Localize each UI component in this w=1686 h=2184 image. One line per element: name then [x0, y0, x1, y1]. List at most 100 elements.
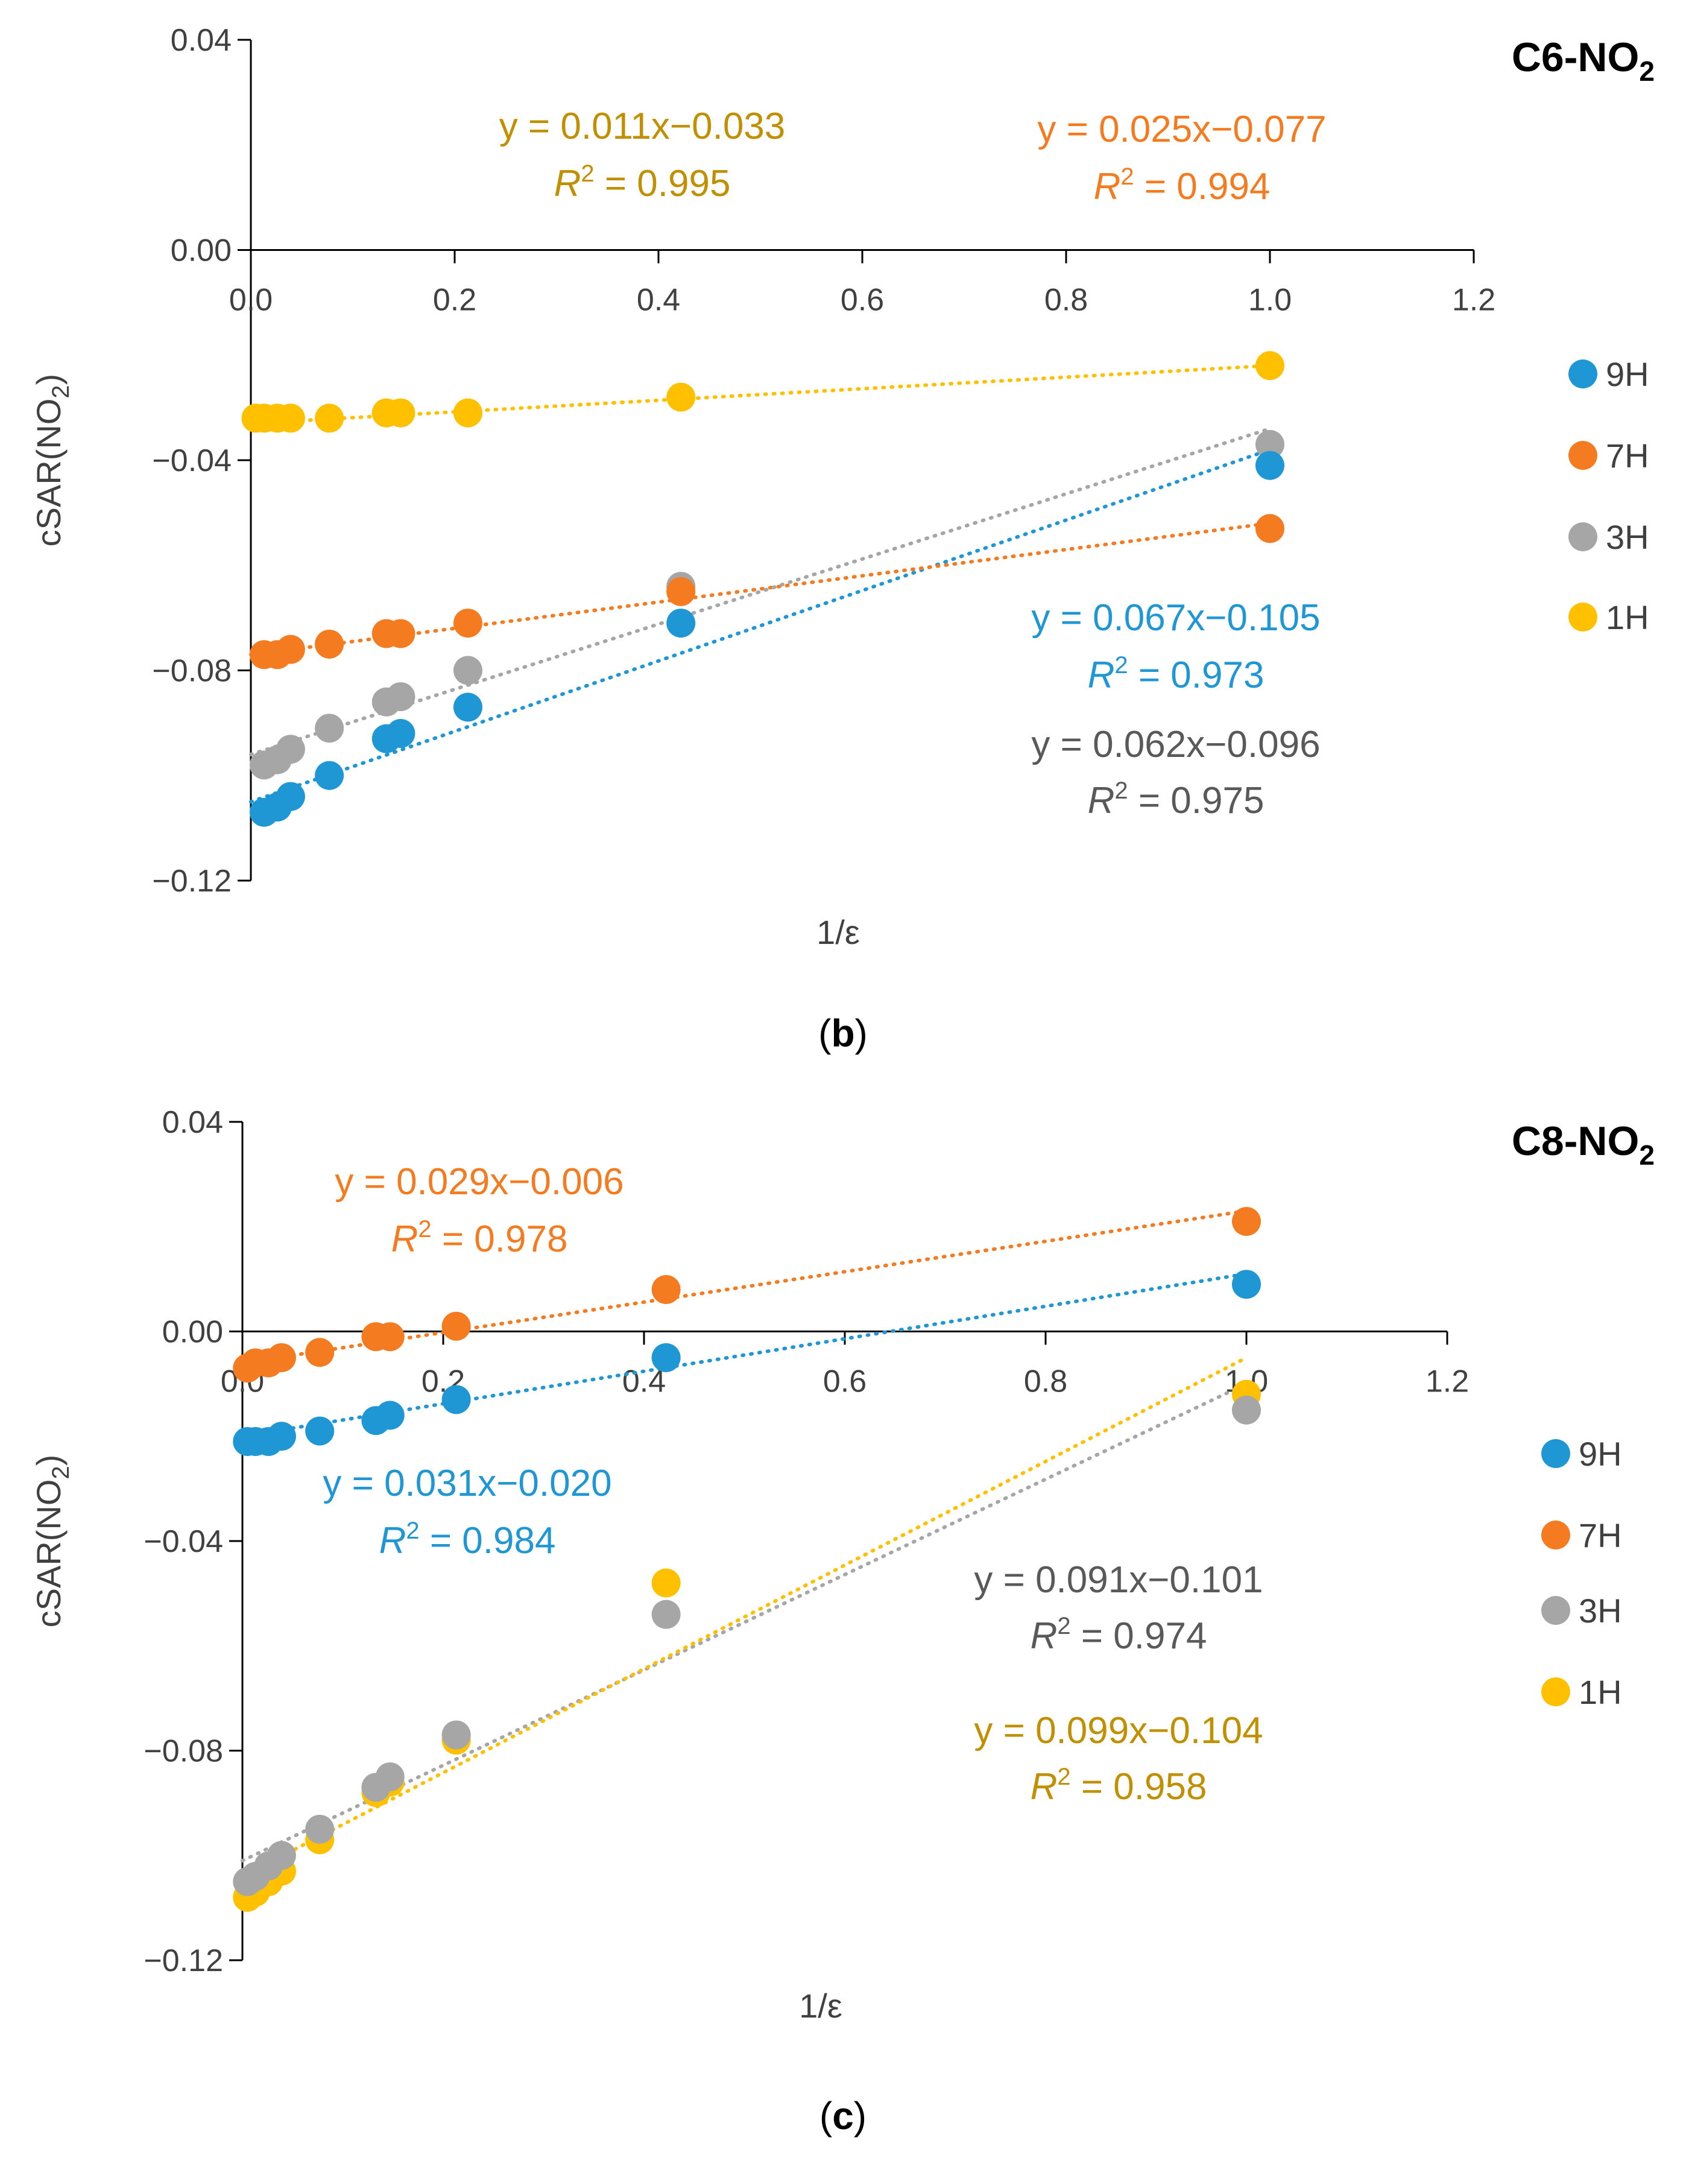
- point-7H: [386, 619, 415, 648]
- r-squared-7H: R2 = 0.994: [1094, 163, 1271, 207]
- point-7H: [276, 635, 305, 664]
- point-3H: [1232, 1395, 1261, 1425]
- x-tick-label: 0.6: [823, 1364, 867, 1399]
- trendline-7H: [241, 1209, 1248, 1365]
- point-9H: [1232, 1270, 1261, 1299]
- trendline-1H: [249, 364, 1272, 426]
- point-7H: [441, 1311, 471, 1341]
- legend-label-1H: 1H: [1579, 1673, 1622, 1711]
- legend-label-9H: 9H: [1579, 1435, 1622, 1473]
- legend-label-9H: 9H: [1606, 355, 1649, 393]
- point-1H: [1255, 351, 1284, 381]
- legend-marker-7H: [1568, 441, 1597, 470]
- legend-marker-1H: [1568, 603, 1597, 631]
- equation-9H: y = 0.067x−0.105: [1031, 597, 1320, 639]
- equation-3H: y = 0.091x−0.101: [974, 1559, 1263, 1601]
- point-3H: [651, 1600, 681, 1629]
- x-tick-label: 1.2: [1452, 283, 1495, 318]
- y-tick-label: 0.04: [171, 23, 232, 58]
- point-7H: [267, 1343, 296, 1372]
- point-9H: [666, 609, 696, 638]
- equation-1H: y = 0.011x−0.033: [499, 106, 786, 147]
- x-tick-label: 1.0: [1248, 283, 1292, 318]
- r-squared-1H: R2 = 0.958: [1031, 1764, 1207, 1808]
- point-1H: [666, 382, 696, 412]
- equation-7H: y = 0.025x−0.077: [1037, 109, 1326, 150]
- legend-marker-1H: [1541, 1677, 1570, 1706]
- x-tick-label: 0.6: [841, 283, 884, 318]
- trendline-1H: [241, 1355, 1248, 1878]
- y-tick-label: −0.04: [152, 443, 232, 478]
- point-3H: [276, 735, 305, 764]
- equation-1H: y = 0.099x−0.104: [974, 1710, 1263, 1752]
- panel-caption: (c): [819, 2094, 867, 2138]
- legend-marker-9H: [1568, 359, 1597, 388]
- point-3H: [386, 682, 415, 712]
- x-tick-label: 0.8: [1044, 283, 1088, 318]
- point-1H: [315, 404, 344, 433]
- point-9H: [453, 692, 482, 722]
- y-tick-label: −0.04: [144, 1524, 223, 1559]
- chart-panel-b: 0.04 0.00 −0.04 −0.08 −0.12 0.0 0.2 0.4 0.6 0.8 1.…: [30, 23, 1655, 1055]
- y-tick-label: −0.08: [144, 1734, 223, 1769]
- r-squared-3H: R2 = 0.974: [1031, 1613, 1207, 1657]
- point-9H: [651, 1343, 681, 1372]
- point-9H: [267, 1422, 296, 1451]
- x-axis-label: 1/ε: [799, 1987, 842, 2025]
- chart-title: C8-NO2: [1512, 1118, 1655, 1171]
- r-squared-9H: R2 = 0.984: [379, 1518, 556, 1562]
- legend-marker-9H: [1541, 1439, 1570, 1468]
- x-tick-label: 0.0: [229, 283, 273, 318]
- r-squared-7H: R2 = 0.978: [391, 1216, 568, 1260]
- trendline-7H: [249, 521, 1272, 657]
- trendline-9H: [241, 1271, 1248, 1439]
- legend-marker-3H: [1541, 1596, 1570, 1625]
- equation-9H: y = 0.031x−0.020: [323, 1463, 611, 1504]
- x-tick-label: 0.8: [1024, 1364, 1067, 1399]
- point-9H: [1255, 451, 1284, 480]
- legend-label-7H: 7H: [1606, 437, 1649, 475]
- x-axis-label: 1/ε: [816, 913, 860, 951]
- chart-title: C6-NO2: [1512, 34, 1655, 87]
- point-7H: [1255, 514, 1284, 543]
- point-7H: [315, 629, 344, 659]
- point-1H: [651, 1568, 681, 1598]
- point-7H: [666, 577, 696, 606]
- legend-marker-7H: [1541, 1521, 1570, 1549]
- point-1H: [386, 398, 415, 428]
- point-3H: [1255, 429, 1284, 459]
- r-squared-9H: R2 = 0.973: [1088, 652, 1264, 696]
- point-9H: [441, 1385, 471, 1414]
- legend-label-3H: 3H: [1579, 1592, 1622, 1630]
- equation-7H: y = 0.029x−0.006: [335, 1161, 624, 1203]
- point-9H: [375, 1401, 405, 1430]
- point-9H: [276, 782, 305, 811]
- x-tick-label: 0.4: [637, 283, 680, 318]
- point-3H: [453, 656, 482, 685]
- point-7H: [1232, 1207, 1261, 1236]
- y-tick-label: −0.12: [152, 864, 232, 899]
- point-9H: [386, 719, 415, 749]
- legend-label-1H: 1H: [1606, 598, 1649, 636]
- trendline-9H: [249, 448, 1272, 804]
- y-tick-label: 0.00: [171, 233, 232, 268]
- panel-caption: (b): [818, 1011, 868, 1055]
- point-7H: [651, 1275, 681, 1304]
- point-3H: [315, 714, 344, 743]
- point-7H: [375, 1322, 405, 1352]
- y-tick-label: 0.04: [162, 1105, 223, 1140]
- point-7H: [305, 1338, 335, 1367]
- x-tick-label: 0.2: [433, 283, 476, 318]
- trendline-3H: [249, 426, 1272, 756]
- x-tick-label: 1.2: [1426, 1364, 1469, 1399]
- point-1H: [276, 404, 305, 433]
- point-9H: [315, 761, 344, 790]
- y-axis-label: cSAR(NO2): [30, 374, 74, 547]
- point-3H: [375, 1762, 405, 1791]
- y-tick-label: −0.08: [152, 654, 232, 689]
- y-tick-label: 0.00: [162, 1315, 223, 1350]
- chart-panel-c: 0.040.00−0.04−0.08−0.120.00.20.40.60.81.…: [30, 1105, 1655, 2138]
- legend-marker-3H: [1568, 522, 1597, 551]
- point-3H: [441, 1720, 471, 1750]
